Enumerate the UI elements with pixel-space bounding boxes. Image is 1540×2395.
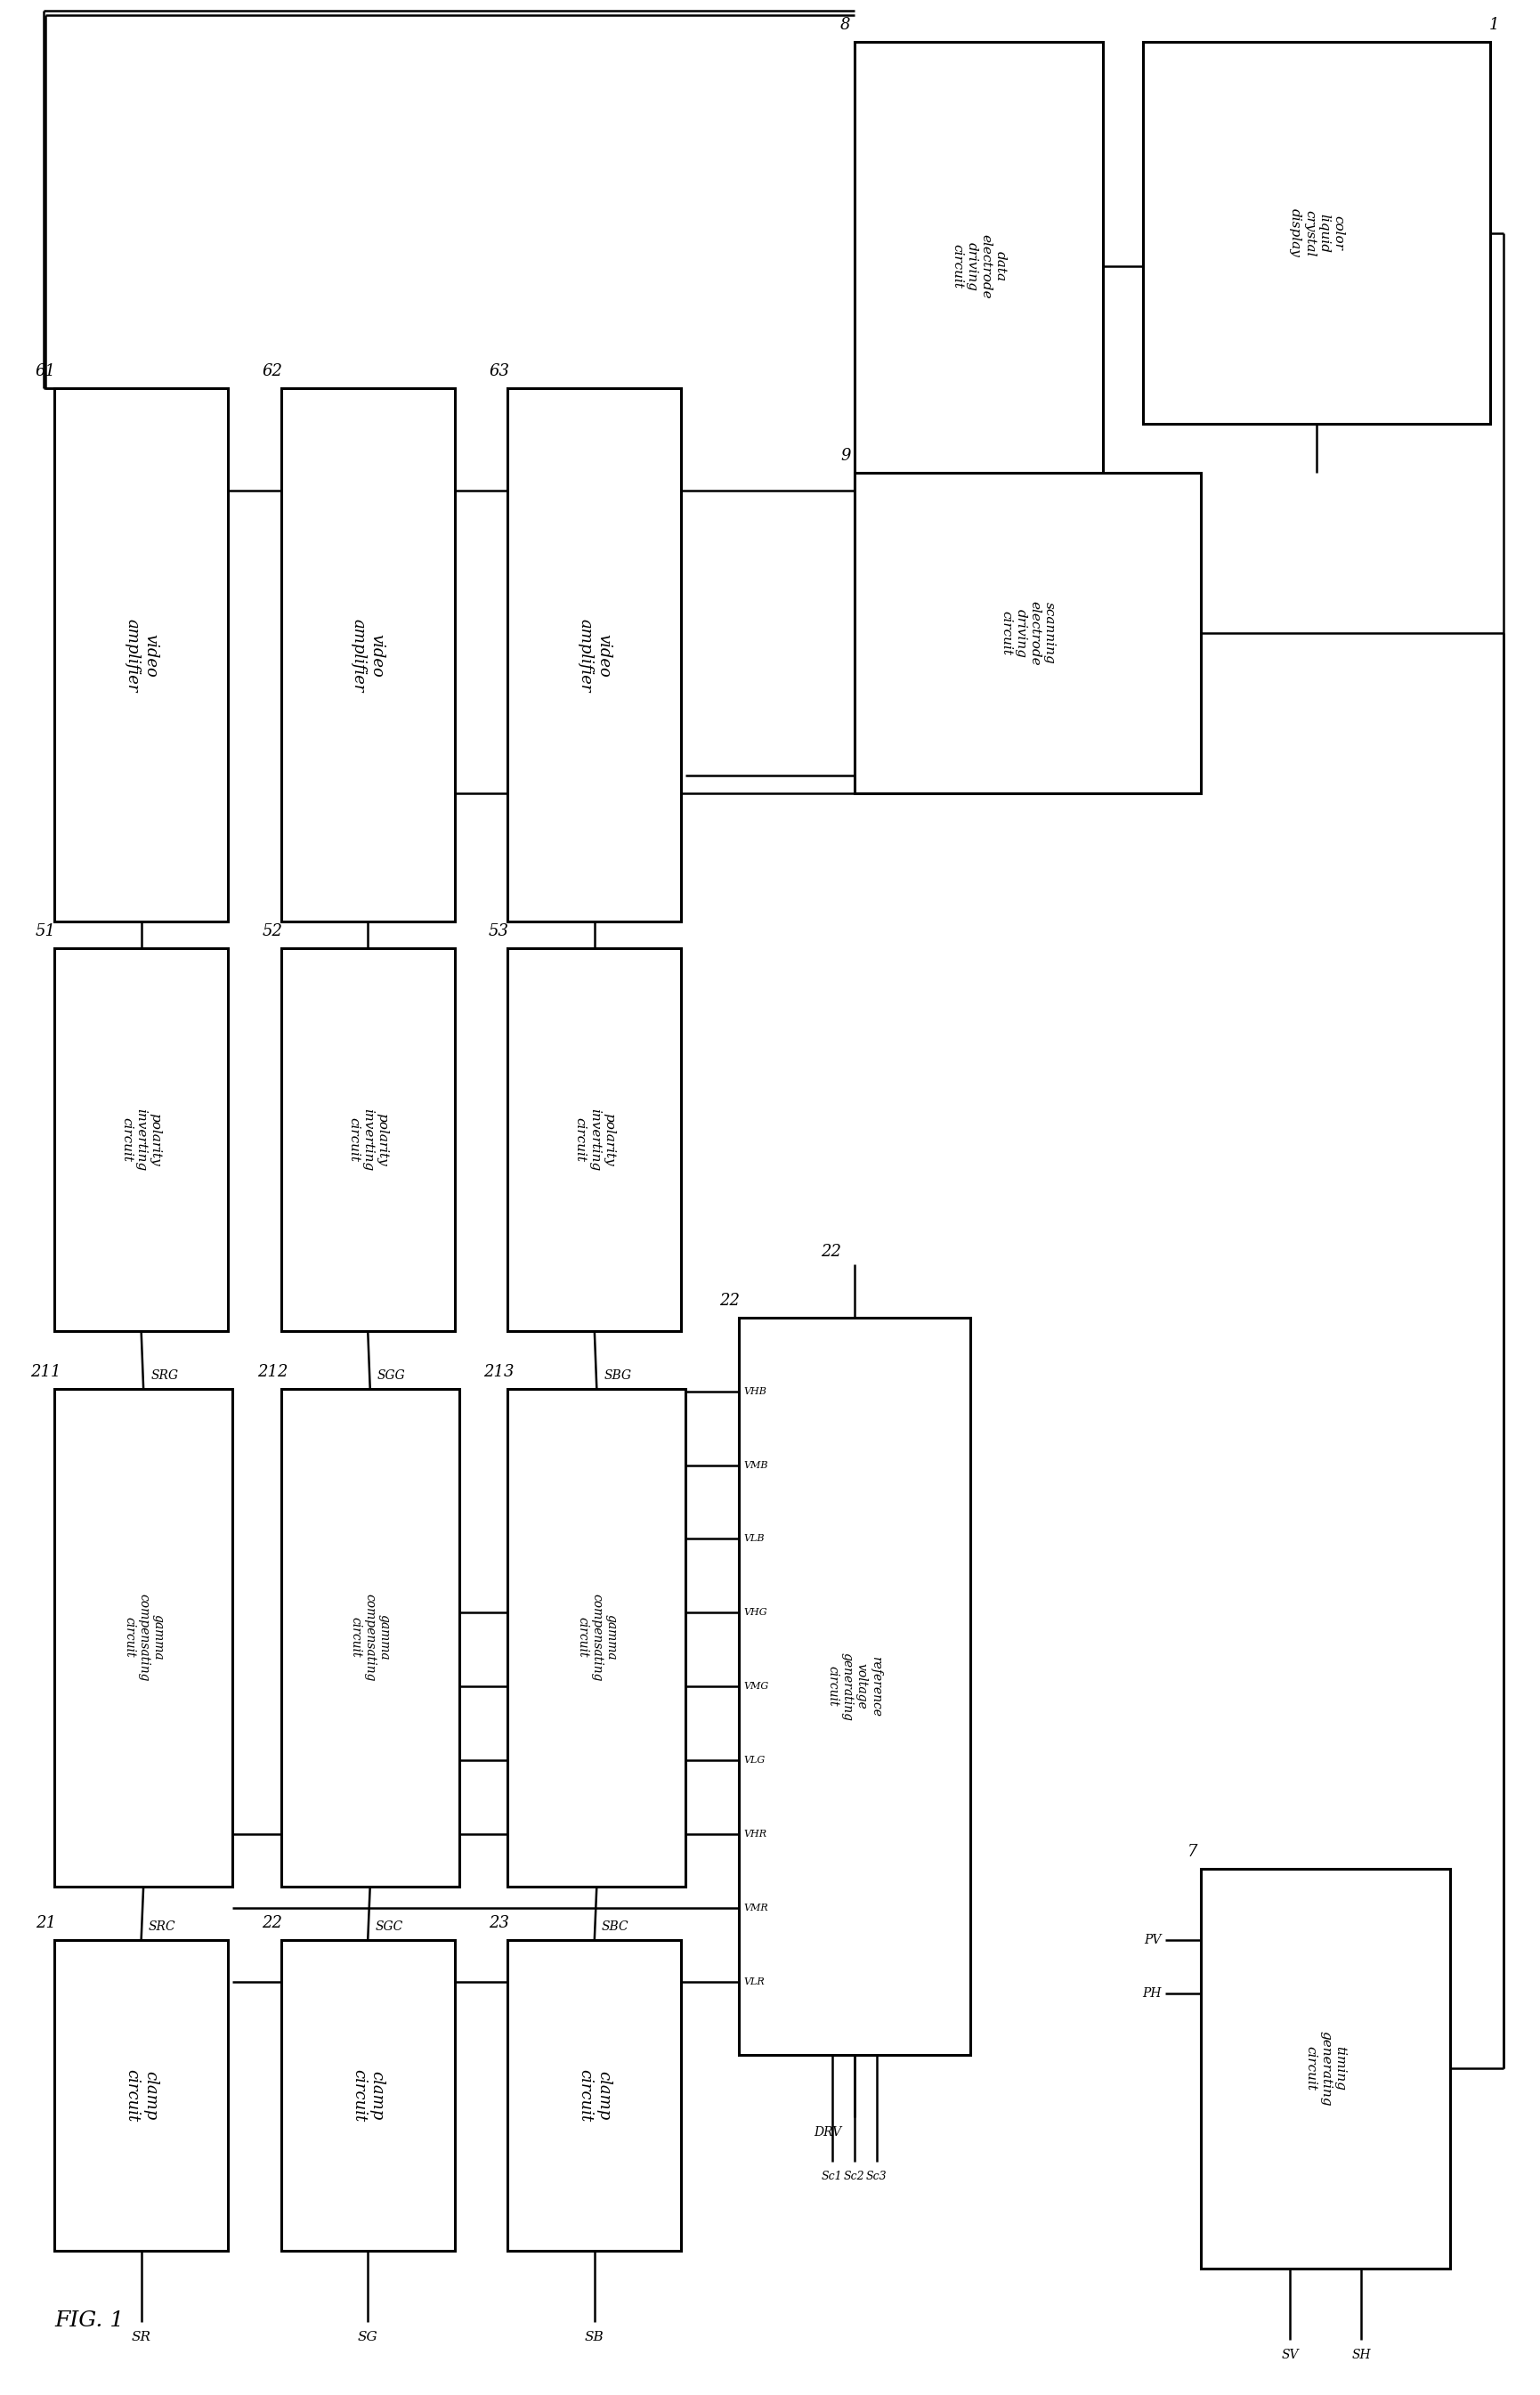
Bar: [280, 1940, 454, 2251]
Text: gamma
compensating
circuit: gamma compensating circuit: [123, 1593, 163, 1681]
Bar: [54, 1389, 233, 1887]
Bar: [1143, 43, 1489, 424]
Text: VLB: VLB: [742, 1535, 764, 1542]
Text: video
amplifier: video amplifier: [123, 618, 159, 692]
Text: VMG: VMG: [742, 1681, 768, 1691]
Text: SB: SB: [585, 2330, 604, 2342]
Text: 52: 52: [262, 924, 282, 939]
Bar: [508, 1940, 681, 2251]
Text: VMB: VMB: [742, 1461, 767, 1471]
Text: PH: PH: [1141, 1988, 1160, 2000]
Text: clamp
circuit: clamp circuit: [123, 2069, 159, 2122]
Bar: [1200, 1868, 1449, 2268]
Text: video
amplifier: video amplifier: [351, 618, 385, 692]
Text: color
liquid
crystal
display: color liquid crystal display: [1287, 208, 1344, 259]
Bar: [855, 474, 1200, 793]
Text: VLR: VLR: [742, 1976, 764, 1985]
Text: DRV: DRV: [813, 2127, 841, 2139]
Text: gamma
compensating
circuit: gamma compensating circuit: [350, 1593, 391, 1681]
Text: 63: 63: [488, 364, 508, 381]
Text: 211: 211: [31, 1363, 62, 1380]
Text: VHR: VHR: [742, 1830, 767, 1839]
Text: SBG: SBG: [604, 1370, 631, 1382]
Text: 53: 53: [488, 924, 508, 939]
Text: SGC: SGC: [374, 1921, 402, 1933]
Bar: [54, 1940, 228, 2251]
Bar: [508, 388, 681, 922]
Text: PV: PV: [1143, 1933, 1160, 1947]
Text: 7: 7: [1186, 1844, 1197, 1861]
Text: polarity
inverting
circuit: polarity inverting circuit: [120, 1109, 162, 1171]
Text: VHG: VHG: [742, 1607, 767, 1617]
Text: 22: 22: [262, 1916, 282, 1930]
Text: FIG. 1: FIG. 1: [54, 2311, 125, 2330]
Text: SH: SH: [1351, 2349, 1371, 2361]
Text: SRG: SRG: [151, 1370, 179, 1382]
Text: 23: 23: [488, 1916, 508, 1930]
Text: scanning
electrode
driving
circuit: scanning electrode driving circuit: [999, 601, 1055, 666]
Text: SBC: SBC: [601, 1921, 628, 1933]
Bar: [855, 43, 1103, 491]
Bar: [280, 948, 454, 1332]
Bar: [280, 1389, 459, 1887]
Text: data
electrode
driving
circuit: data electrode driving circuit: [950, 235, 1006, 299]
Text: 212: 212: [257, 1363, 288, 1380]
Text: Sc3: Sc3: [865, 2170, 887, 2182]
Text: VHB: VHB: [742, 1387, 765, 1396]
Text: 8: 8: [839, 17, 850, 34]
Text: reference
voltage
generating
circuit: reference voltage generating circuit: [825, 1653, 882, 1720]
Text: 51: 51: [35, 924, 55, 939]
Text: Sc1: Sc1: [821, 2170, 842, 2182]
Text: SG: SG: [357, 2330, 377, 2342]
Text: polarity
inverting
circuit: polarity inverting circuit: [346, 1109, 388, 1171]
Bar: [508, 1389, 685, 1887]
Text: 61: 61: [35, 364, 55, 381]
Text: timing
generating
circuit: timing generating circuit: [1304, 2031, 1346, 2105]
Text: SRC: SRC: [148, 1921, 176, 1933]
Text: 213: 213: [484, 1363, 514, 1380]
Text: video
amplifier: video amplifier: [578, 618, 611, 692]
Text: SGG: SGG: [377, 1370, 405, 1382]
Text: SR: SR: [131, 2330, 151, 2342]
Text: Sc2: Sc2: [844, 2170, 864, 2182]
Text: 1: 1: [1488, 17, 1498, 34]
Text: VMR: VMR: [742, 1904, 767, 1911]
Bar: [280, 388, 454, 922]
Text: 22: 22: [821, 1243, 841, 1260]
Text: gamma
compensating
circuit: gamma compensating circuit: [576, 1593, 618, 1681]
Text: 22: 22: [719, 1293, 739, 1308]
Text: clamp
circuit: clamp circuit: [351, 2069, 385, 2122]
Text: clamp
circuit: clamp circuit: [578, 2069, 611, 2122]
Bar: [508, 948, 681, 1332]
Bar: [739, 1317, 969, 2055]
Text: 21: 21: [35, 1916, 55, 1930]
Text: SV: SV: [1280, 2349, 1298, 2361]
Text: 9: 9: [839, 448, 850, 465]
Text: VLG: VLG: [742, 1756, 764, 1765]
Bar: [54, 388, 228, 922]
Text: polarity
inverting
circuit: polarity inverting circuit: [573, 1109, 614, 1171]
Bar: [54, 948, 228, 1332]
Text: 62: 62: [262, 364, 282, 381]
